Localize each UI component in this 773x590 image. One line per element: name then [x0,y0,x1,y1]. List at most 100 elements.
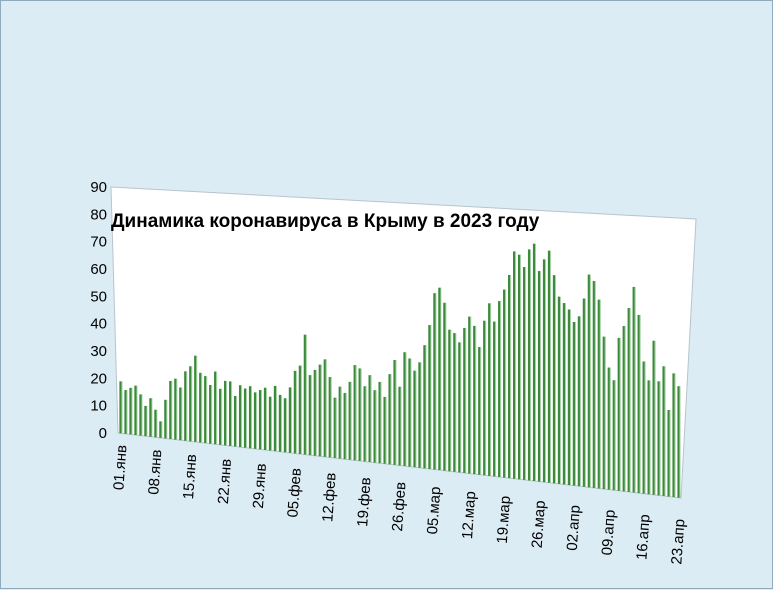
bar [214,371,217,445]
bar-side [535,243,537,482]
bar-side [460,342,462,473]
bar [448,329,451,472]
bar [468,316,471,474]
bar-side [226,380,228,446]
bar-side [151,398,153,437]
bar [368,375,371,463]
bar [512,251,516,479]
bar [458,342,461,473]
bar [283,398,287,453]
bar-side [360,368,362,461]
bar [542,259,546,483]
bar [562,303,566,485]
bar [333,397,336,459]
bar-side [395,360,397,465]
bar-side [126,390,128,434]
bar [572,322,575,486]
bar-side [241,385,243,448]
bar [527,249,531,481]
bar [453,333,456,472]
bar [483,320,486,476]
bar [184,371,187,441]
bar [413,370,416,468]
bar [567,309,570,486]
bar-side [271,396,272,451]
x-tick-label: 05.мар [424,486,444,535]
bar [268,396,272,451]
bar-side [295,370,297,454]
bar [144,405,147,437]
bar-side [604,336,606,490]
bar [677,386,680,498]
bar [463,327,466,473]
x-tick-label: 22.янв [215,458,235,504]
bar-side [201,372,203,443]
y-tick-label: 80 [90,206,107,223]
bar-side [156,409,158,438]
y-tick-label: 90 [90,179,107,196]
bar-side [589,274,591,488]
bar-side [350,381,352,460]
bar-side [365,386,367,462]
x-tick-label: 23.апр [668,518,688,565]
y-tick-label: 70 [90,234,107,251]
bar-side [455,333,457,472]
x-tick-label: 26.фев [389,481,409,532]
bar-side [450,329,452,472]
bar-side [300,365,302,454]
bar [189,366,192,442]
bar-side [669,409,671,497]
bar-side [664,366,666,496]
bar [224,380,227,446]
bar-side [560,296,561,484]
bar-side [385,396,387,464]
bar [174,378,177,440]
bar-side [216,371,218,445]
bar [293,370,296,454]
bar [428,325,431,469]
bar [537,271,541,482]
bar [517,254,521,480]
y-tick-label: 20 [90,370,107,387]
bar-side [515,251,517,479]
bar [383,396,386,464]
bar [488,303,491,476]
bar-side [624,326,626,492]
bar-side [191,366,193,442]
bar [159,421,162,438]
bar [119,381,122,434]
bar [637,314,640,494]
bar-side [281,394,282,452]
bar [358,368,361,461]
bar-side [440,287,442,471]
bar [582,298,585,487]
bar-side [614,380,616,491]
bar [209,384,212,444]
bar-side [510,274,512,479]
bar-side [649,380,651,495]
x-tick-label: 12.фев [319,472,339,523]
bar-side [131,387,133,435]
bar-side [290,387,292,453]
bar-side [639,314,641,494]
x-axis: 01.янв 08.янв 15.янв 22.янв 29.янв 05.фев 12.ф… [110,444,688,565]
bar [642,361,645,494]
y-tick-label: 60 [90,261,107,278]
bar-side [211,384,213,444]
bar [612,380,615,491]
bar-side [251,386,253,449]
bar [378,381,381,464]
bar [139,394,142,436]
x-tick-label: 19.фев [354,477,374,528]
bar [164,399,167,439]
bar [219,388,222,445]
bar-side [520,254,522,480]
bar-side [584,298,586,487]
bar-side [286,398,287,453]
bar-side [405,352,407,467]
bar [263,387,267,450]
bar [438,287,441,471]
bar [503,289,506,478]
bar-side [654,340,656,495]
